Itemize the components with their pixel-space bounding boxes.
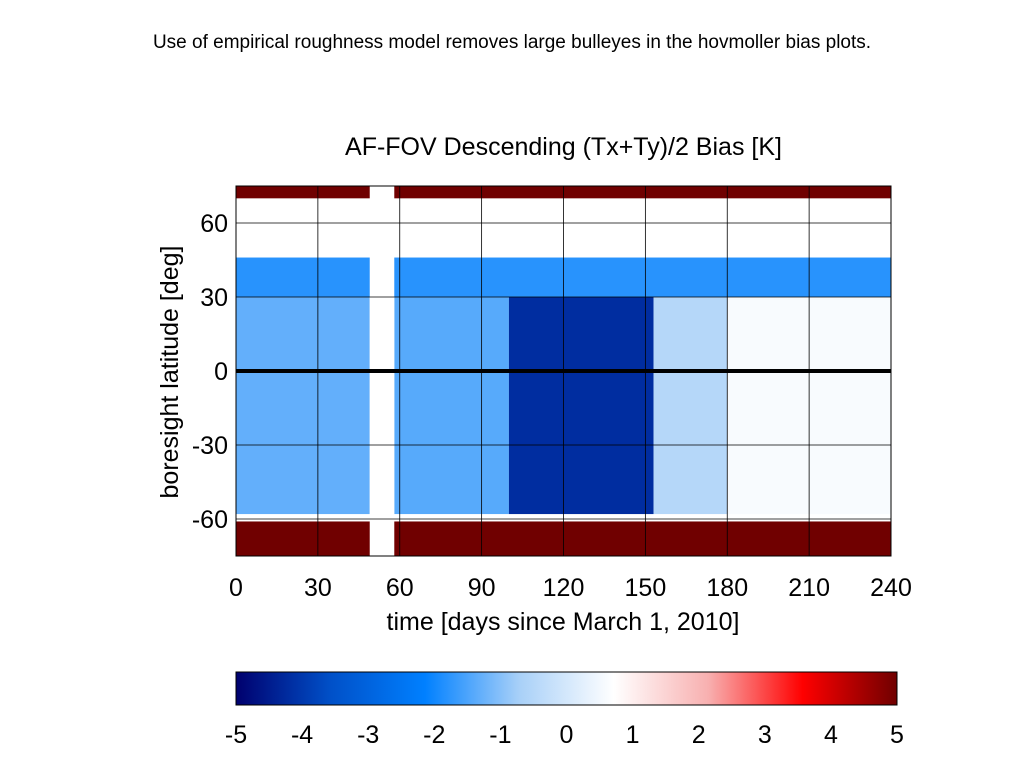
slide-title: Use of empirical roughness model removes… <box>152 32 872 53</box>
y-tick-label: 60 <box>200 210 228 238</box>
colorbar-tick-label: -4 <box>291 721 313 749</box>
heatmap-region-2 <box>508 297 654 515</box>
colorbar-tick-label: -1 <box>489 721 511 749</box>
heatmap-region-0 <box>236 297 370 515</box>
y-tick-label: 0 <box>214 358 228 386</box>
x-tick-label: 240 <box>870 574 912 602</box>
x-tick-label: 150 <box>625 574 667 602</box>
plot-frame <box>235 185 892 557</box>
y-tick-labels: -60 -30 0 30 60 <box>192 210 228 534</box>
colorbar-tick-label: -5 <box>225 721 247 749</box>
x-tick-label: 90 <box>468 574 496 602</box>
x-tick-label: 180 <box>706 574 748 602</box>
y-tick-label: -60 <box>192 506 228 534</box>
colorbar-tick-label: -3 <box>357 721 379 749</box>
x-tick-label: 60 <box>386 574 414 602</box>
y-tick-label: 30 <box>200 284 228 312</box>
x-tick-labels: 0 30 60 90 120 150 180 210 240 <box>229 574 912 602</box>
colorbar-tick-label: 2 <box>692 721 706 749</box>
colorbar <box>235 671 898 706</box>
colorbar-tick-label: -2 <box>423 721 445 749</box>
heatmap-region-3 <box>653 297 728 515</box>
x-axis-label: time [days since March 1, 2010] <box>387 608 740 636</box>
x-tick-label: 0 <box>229 574 243 602</box>
y-tick-label: -30 <box>192 432 228 460</box>
colorbar-tick-label: 4 <box>824 721 838 749</box>
x-tick-label: 120 <box>543 574 585 602</box>
colorbar-tick-labels: -5 -4 -3 -2 -1 0 1 2 3 4 5 <box>225 721 904 749</box>
heatmap-region-1 <box>394 297 509 515</box>
colorbar-tick-label: 3 <box>758 721 772 749</box>
x-tick-label: 210 <box>788 574 830 602</box>
colorbar-tick-label: 1 <box>626 721 640 749</box>
y-axis-label: boresight latitude [deg] <box>156 246 184 499</box>
colorbar-tick-label: 0 <box>560 721 574 749</box>
x-tick-label: 30 <box>304 574 332 602</box>
colorbar-tick-label: 5 <box>890 721 904 749</box>
chart-title: AF-FOV Descending (Tx+Ty)/2 Bias [K] <box>345 133 782 161</box>
